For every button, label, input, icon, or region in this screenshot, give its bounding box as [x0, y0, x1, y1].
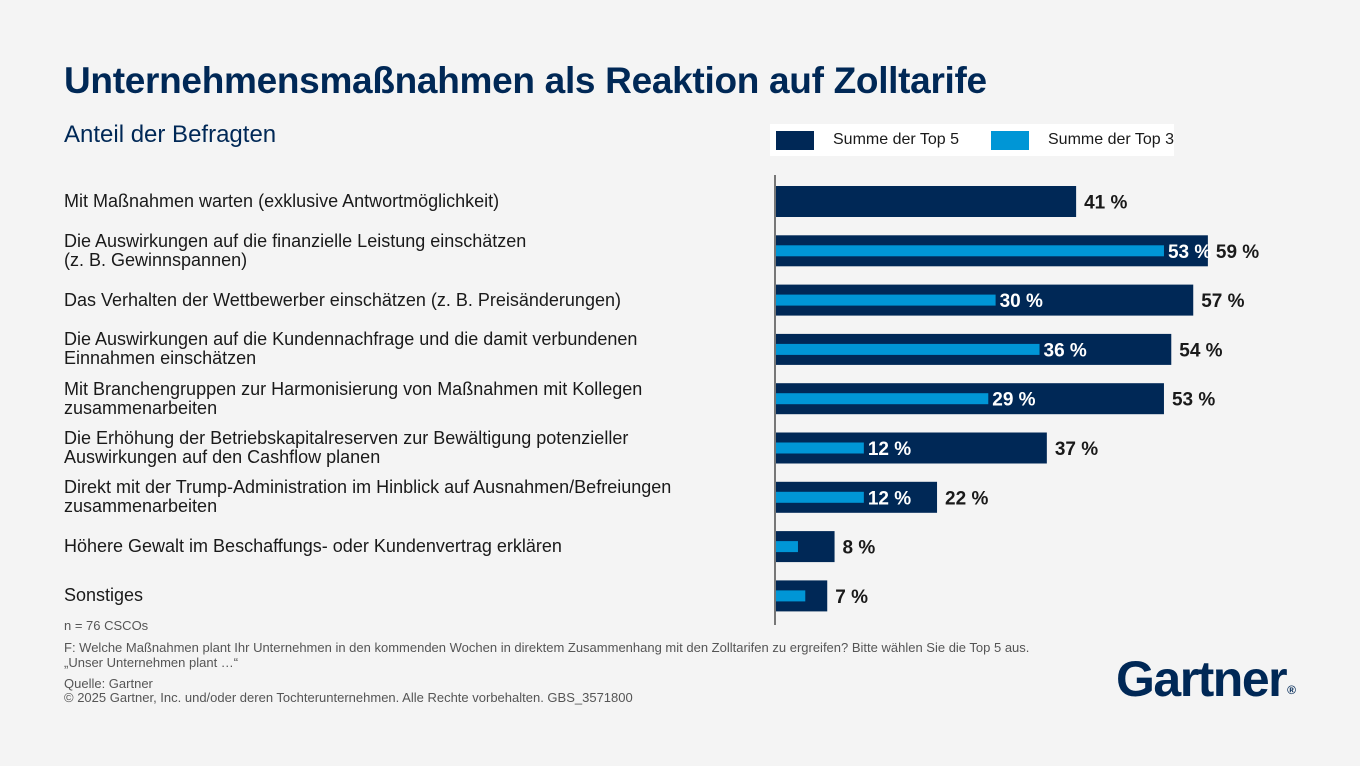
data-label-top3: 30 %: [1000, 291, 1043, 312]
category-label: Die Erhöhung der Betriebskapitalreserven…: [64, 428, 629, 467]
legend-label-top3: Summe der Top 3: [1048, 131, 1174, 148]
category-label: Höhere Gewalt im Beschaffungs- oder Kund…: [64, 536, 562, 557]
data-label-top5: 8 %: [843, 538, 876, 559]
data-label-top3: 29 %: [992, 390, 1035, 411]
copyright-note: © 2025 Gartner, Inc. und/oder deren Toch…: [64, 690, 633, 705]
gartner-logo-text: Gartner: [1116, 651, 1288, 707]
bar-top5: [776, 186, 1077, 217]
data-label-top5: 54 %: [1179, 340, 1222, 361]
data-label-top5: 37 %: [1055, 439, 1098, 460]
bar-top3: [776, 294, 996, 306]
category-label: Die Auswirkungen auf die Kundennachfrage…: [64, 329, 638, 369]
chart-title: Unternehmensmaßnahmen als Reaktion auf Z…: [64, 60, 987, 101]
gartner-logo: Gartner®: [1116, 650, 1296, 708]
category-label: Die Auswirkungen auf die finanzielle Lei…: [64, 230, 527, 270]
data-label-top3: 12 %: [868, 439, 911, 460]
category-label: Mit Maßnahmen warten (exklusive Antwortm…: [64, 191, 500, 211]
data-label-top3: 12 %: [868, 488, 911, 509]
bar-top3: [776, 343, 1040, 355]
data-label-top5: 22 %: [945, 488, 988, 509]
bar-top3: [776, 491, 864, 503]
chart-subtitle: Anteil der Befragten: [64, 121, 277, 148]
legend-label-top5: Summe der Top 5: [833, 131, 959, 148]
question-note: F: Welche Maßnahmen plant Ihr Unternehme…: [64, 640, 1030, 655]
legend: Summe der Top 5 Summe der Top 3: [770, 124, 1174, 156]
data-label-top3: 36 %: [1044, 340, 1087, 361]
legend-swatch-top3: [991, 130, 1029, 150]
legend-swatch-top5: [776, 130, 814, 150]
gartner-logo-mark: ®: [1287, 683, 1296, 697]
question-note-quote: „Unser Unternehmen plant …“: [64, 655, 239, 670]
data-label-top5: 53 %: [1172, 390, 1215, 411]
legend-item-top5: Summe der Top 5: [776, 124, 959, 156]
data-label-top5: 57 %: [1201, 291, 1244, 312]
bar-top3: [776, 442, 864, 454]
bar-top3: [776, 541, 798, 553]
category-label: Direkt mit der Trump-Administration im H…: [64, 477, 672, 517]
bar-top3: [776, 393, 989, 405]
category-label: Mit Branchengruppen zur Harmonisierung v…: [64, 378, 643, 418]
bar-top3: [776, 590, 806, 602]
sample-size-note: n = 76 CSCOs: [64, 618, 149, 633]
category-label: Sonstiges: [64, 585, 144, 606]
source-note: Quelle: Gartner: [64, 676, 153, 691]
data-label-top5: 59 %: [1216, 242, 1259, 263]
data-label-top5: 7 %: [835, 587, 868, 608]
legend-item-top3: Summe der Top 3: [991, 124, 1174, 156]
category-label: Das Verhalten der Wettbewerber einschätz…: [64, 289, 621, 310]
data-label-top5: 41 %: [1084, 193, 1127, 214]
bar-top3: [776, 245, 1164, 257]
data-label-top3: 53 %: [1168, 242, 1211, 263]
